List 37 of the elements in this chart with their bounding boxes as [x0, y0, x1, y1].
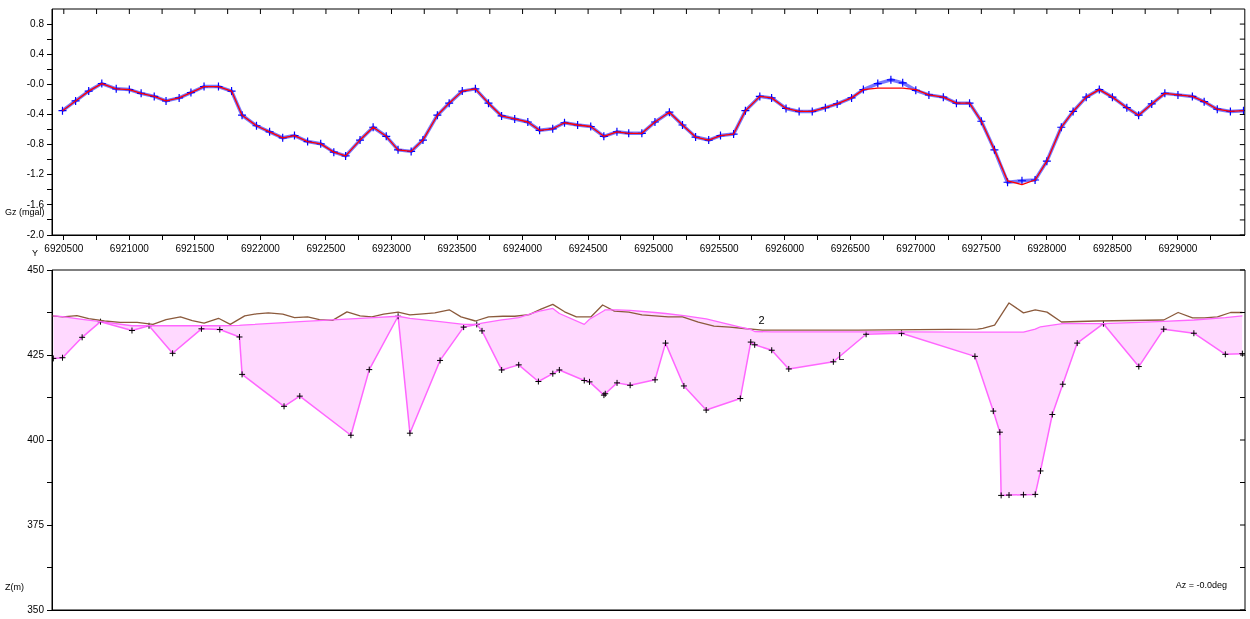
y-axis-title: Z(m)	[5, 582, 24, 592]
y-tick-label: -0.0	[26, 78, 45, 90]
x-tick-label: 6926500	[830, 242, 871, 254]
annotation: 2	[758, 313, 765, 326]
y-tick-label: -0.8	[26, 138, 45, 150]
x-tick-label: 6923000	[372, 242, 412, 254]
y-tick-label: 375	[27, 518, 45, 530]
x-tick-label: 6927000	[896, 242, 936, 254]
x-tick-label: 6927500	[961, 242, 1002, 254]
x-tick-label: 6928000	[1027, 242, 1067, 254]
x-tick-label: 6923500	[437, 242, 477, 254]
x-tick-label: 6926000	[765, 242, 805, 254]
y-tick-label: 0.4	[30, 47, 45, 59]
x-tick-label: 6922000	[240, 242, 281, 254]
x-tick-label: 6920500	[44, 242, 84, 254]
y-tick-label: 400	[27, 433, 45, 445]
y-tick-label: -1.2	[26, 168, 45, 180]
y-tick-label: 425	[27, 348, 45, 360]
y-tick-label: -2.0	[26, 228, 45, 240]
annotation: L	[838, 349, 845, 362]
x-tick-label: 6921000	[109, 242, 150, 254]
y-tick-label: 450	[27, 263, 45, 275]
x-tick-label: 6925000	[634, 242, 674, 254]
x-axis-title: Y	[32, 248, 39, 258]
y-tick-label: 350	[27, 603, 45, 615]
y-tick-label: -0.4	[26, 108, 45, 120]
y-tick-label: 0.8	[30, 17, 45, 29]
x-tick-label: 6924000	[503, 242, 543, 254]
x-tick-label: 6921500	[175, 242, 215, 254]
x-tick-label: 6928500	[1092, 242, 1133, 254]
x-tick-label: 6922500	[306, 242, 346, 254]
x-tick-label: 6924500	[568, 242, 609, 254]
y-tick-label: -1.6	[26, 198, 45, 210]
y-axis-title: Gz (mgal)	[5, 207, 45, 217]
x-tick-label: 6925500	[699, 242, 740, 254]
x-tick-label: 6929000	[1158, 242, 1198, 254]
annotation: Az = -0.0deg	[1175, 580, 1227, 590]
